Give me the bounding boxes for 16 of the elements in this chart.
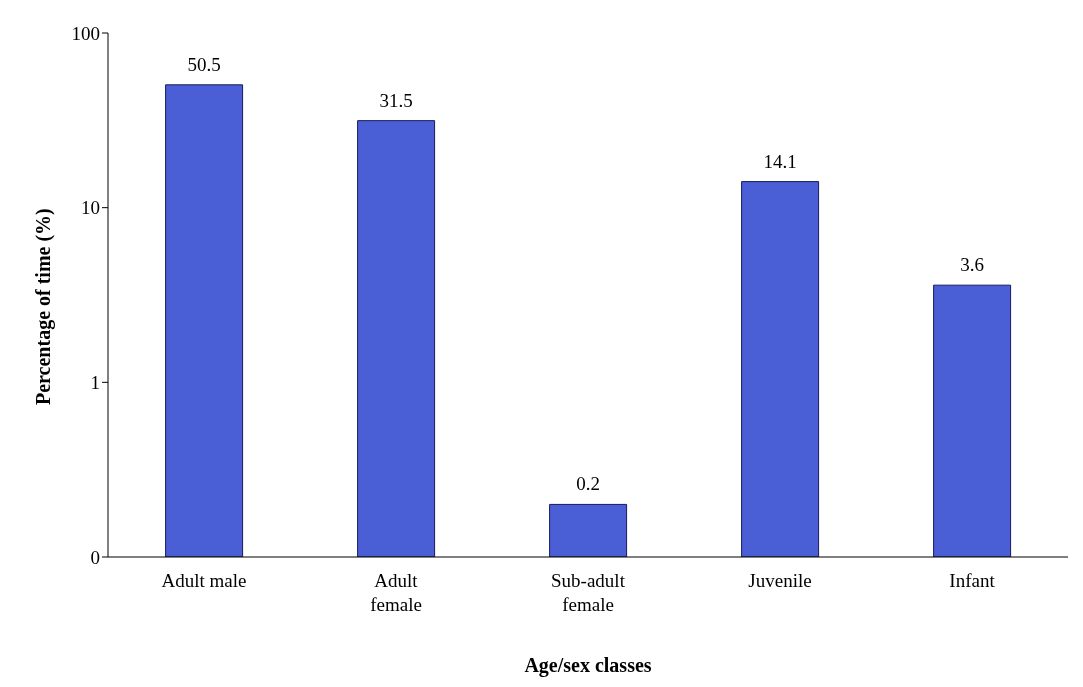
x-tick-label: Infant [949,570,996,591]
data-label: 50.5 [187,53,221,75]
y-tick-label: 10 [81,197,100,219]
data-label: 0.2 [576,473,600,495]
y-axis-title: Percentage of time (%) [32,208,56,405]
x-tick-label: Adult male [161,570,247,591]
data-label: 31.5 [379,89,413,111]
x-axis-title: Age/sex classes [524,654,652,677]
y-tick-label: 100 [71,22,100,44]
y-tick-label: 1 [90,372,100,394]
data-label: 3.6 [960,254,984,276]
y-tick-label: 0 [90,546,100,568]
x-tick-label: Juvenile [748,570,812,591]
x-tick-label: Adult female [370,570,422,615]
x-tick-label: Sub-adult female [551,570,626,615]
data-label: 14.1 [763,150,797,172]
